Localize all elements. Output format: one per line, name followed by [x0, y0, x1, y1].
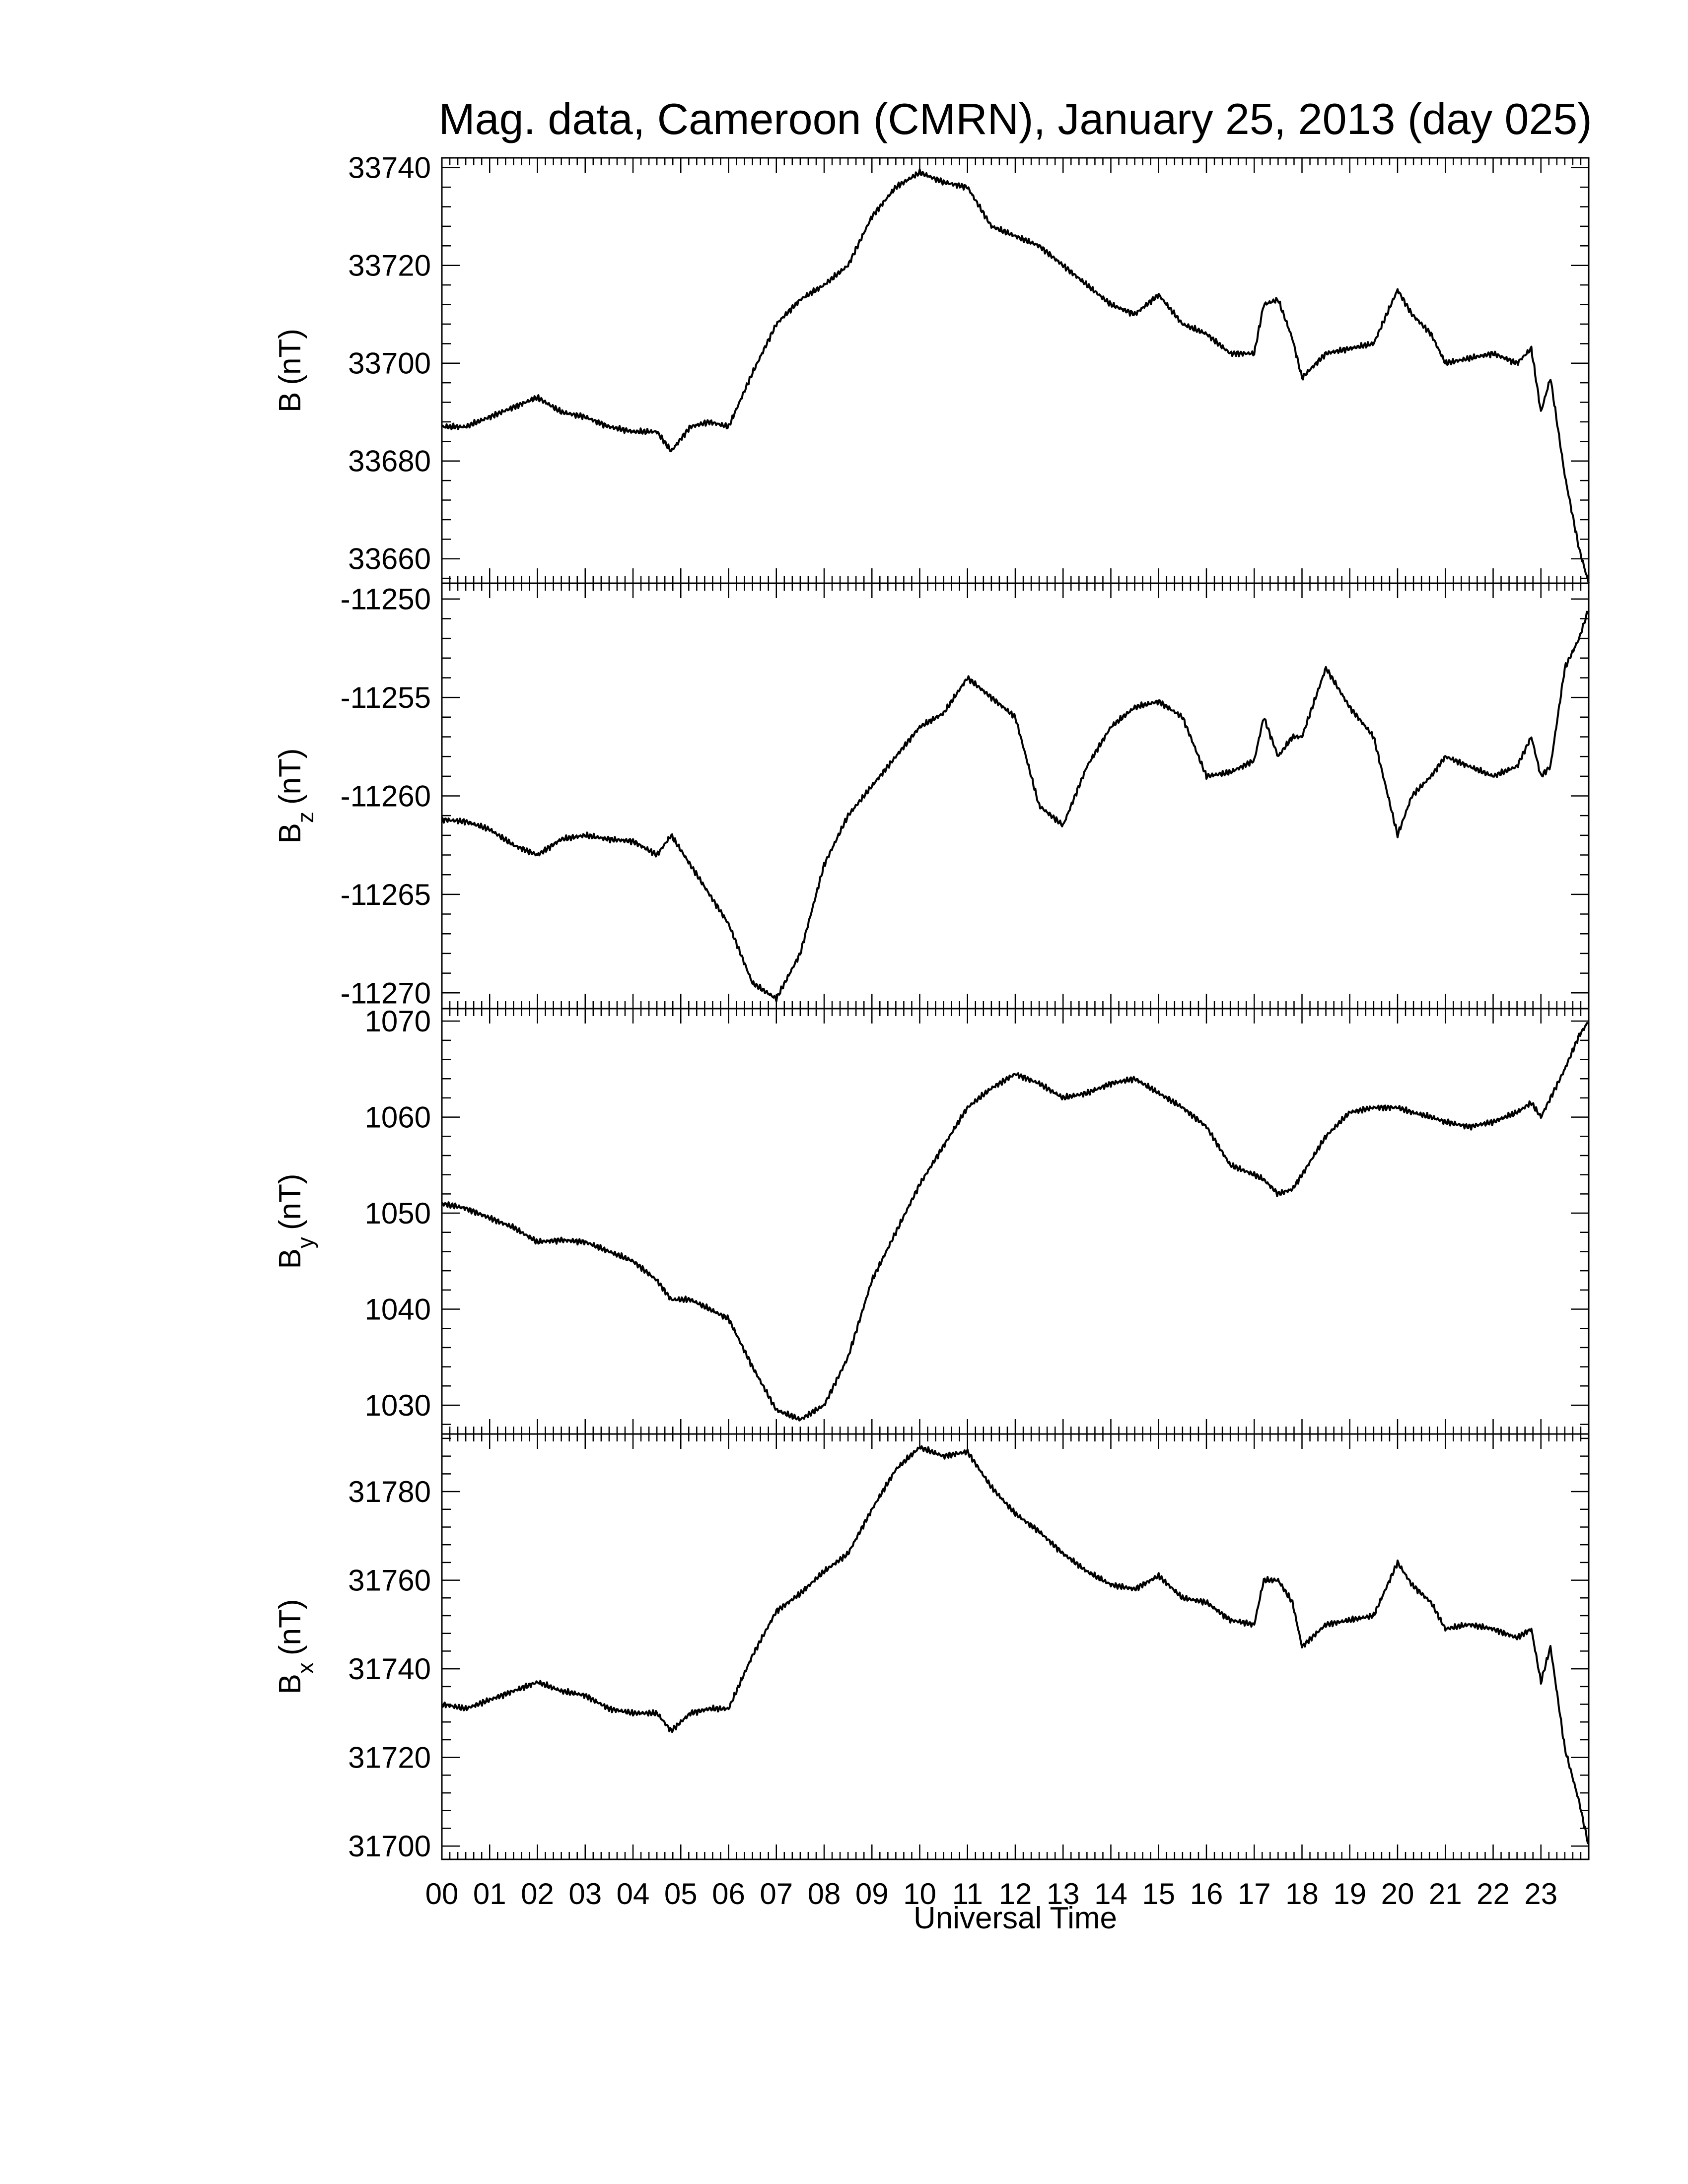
plot-frame	[441, 157, 1590, 584]
y-tick-label: -11265	[341, 878, 431, 911]
panels-group: 3366033680337003372033740B(nT)-11270-112…	[273, 151, 1590, 1863]
y-tick-label: 31720	[348, 1741, 431, 1774]
x-tick-label: 01	[473, 1877, 506, 1911]
plot-frame	[441, 582, 1590, 1010]
y-axis-label-unit: (nT)	[273, 329, 307, 385]
y-ticks: 31700 31720 31740 31760 31780	[348, 1437, 1589, 1863]
y-tick-label: -11270	[341, 976, 431, 1010]
y-tick-label: 1040	[365, 1293, 431, 1326]
data-series-line	[441, 610, 1590, 1003]
x-tick-label: 22	[1477, 1877, 1510, 1911]
y-tick-label: 1060	[365, 1101, 431, 1134]
plot-frame	[441, 1008, 1590, 1435]
x-tick-label: 10	[903, 1877, 936, 1911]
y-axis-label-unit: (nT)	[273, 1599, 307, 1655]
y-ticks: -11270 -11265 -11260 -11255 -11250	[341, 583, 1589, 1010]
y-tick-label: 31780	[348, 1475, 431, 1508]
y-tick-label: -11255	[341, 681, 431, 714]
x-tick-label: 17	[1238, 1877, 1271, 1911]
x-tick-label: 09	[855, 1877, 889, 1911]
y-tick-label: 31740	[348, 1652, 431, 1686]
y-ticks: 33660 33680 33700 33720 33740	[348, 151, 1589, 579]
data-series-line	[441, 168, 1590, 584]
x-tick-label: 18	[1285, 1877, 1319, 1911]
y-axis-label: By (nT)	[273, 1173, 318, 1269]
panel-2: -11270 -11265 -11260 -11255 -11250 Bz (nT)	[273, 582, 1590, 1010]
x-tick-label: 06	[712, 1877, 745, 1911]
y-axis-label-subscript: x	[292, 1662, 318, 1674]
x-ticks	[441, 158, 1590, 583]
y-ticks: 1030 1040 1050 1060 1070	[365, 1005, 1589, 1425]
x-tick-label: 14	[1094, 1877, 1127, 1911]
x-tick-labels: 00 01 02 03 04 05 06 07 08 09 10 11 12 13 14 15 16 17 18 19…	[425, 1877, 1558, 1911]
x-tick-label: 03	[568, 1877, 602, 1911]
x-tick-label: 16	[1190, 1877, 1223, 1911]
x-ticks	[441, 1009, 1590, 1434]
y-axis-label-main: B	[273, 1674, 307, 1694]
x-tick-label: 07	[760, 1877, 793, 1911]
x-ticks	[441, 1434, 1590, 1859]
y-tick-label: 31700	[348, 1830, 431, 1863]
x-tick-label: 11	[952, 1877, 983, 1911]
y-axis-label-main: B	[273, 392, 307, 412]
data-series-line	[441, 1021, 1590, 1422]
x-tick-label: 13	[1047, 1877, 1080, 1911]
x-tick-label: 04	[617, 1877, 650, 1911]
y-tick-label: -11250	[341, 583, 431, 616]
x-tick-label: 00	[425, 1877, 459, 1911]
x-ticks	[441, 583, 1590, 1009]
y-axis-label: Bx (nT)	[273, 1599, 318, 1694]
y-tick-label: 31760	[348, 1564, 431, 1597]
x-tick-label: 15	[1142, 1877, 1175, 1911]
y-tick-label: 1030	[365, 1389, 431, 1422]
y-axis-label-subscript: y	[292, 1237, 318, 1248]
y-axis-label-main: B	[273, 1248, 307, 1269]
x-tick-label: 08	[808, 1877, 841, 1911]
y-tick-label: 33660	[348, 543, 431, 576]
y-axis-label: B (nT)	[273, 329, 307, 412]
x-axis-label: Universal Time	[914, 1901, 1117, 1935]
panel-4: 31700 31720 31740 31760 31780 Bx (nT)	[273, 1433, 1590, 1863]
chart-title: Mag. data, Cameroon (CMRN), January 25, …	[438, 94, 1592, 143]
x-tick-label: 19	[1333, 1877, 1366, 1911]
plot-frame	[441, 1433, 1590, 1860]
y-tick-label: 33740	[348, 151, 431, 185]
x-tick-label: 20	[1381, 1877, 1414, 1911]
x-tick-label: 05	[664, 1877, 698, 1911]
x-tick-label: 21	[1429, 1877, 1462, 1911]
panel-1: 33660 33680 33700 33720 33740 B (nT)	[273, 151, 1590, 584]
x-tick-label: 12	[999, 1877, 1032, 1911]
y-axis-label-subscript: z	[292, 812, 318, 823]
y-axis-label: Bz (nT)	[273, 748, 318, 843]
y-axis-label-unit: (nT)	[273, 748, 307, 805]
data-series-line	[441, 1445, 1590, 1845]
y-tick-label: -11260	[341, 780, 431, 813]
y-tick-label: 1070	[365, 1005, 431, 1038]
x-tick-label: 23	[1524, 1877, 1557, 1911]
y-tick-label: 33700	[348, 347, 431, 380]
y-tick-label: 1050	[365, 1197, 431, 1230]
y-tick-label: 33720	[348, 249, 431, 282]
x-tick-label: 02	[521, 1877, 554, 1911]
panel-3: 1030 1040 1050 1060 1070 By (nT)	[273, 1005, 1590, 1435]
y-tick-label: 33680	[348, 445, 431, 478]
y-axis-label-unit: (nT)	[273, 1173, 307, 1230]
y-axis-label-main: B	[273, 823, 307, 843]
